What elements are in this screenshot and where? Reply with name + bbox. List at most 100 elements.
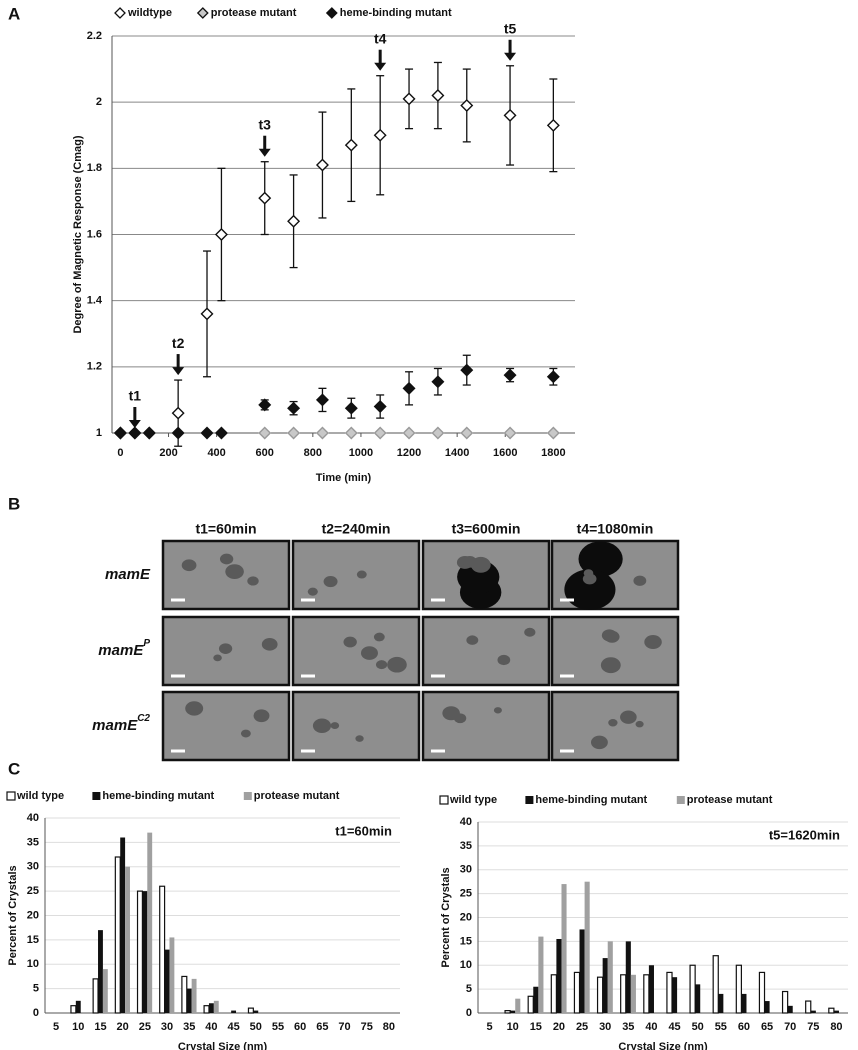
data-point: [373, 400, 387, 414]
bar: [607, 941, 613, 1013]
particle: [590, 735, 608, 750]
bar: [764, 1001, 770, 1013]
bar: [810, 1010, 816, 1013]
particle: [373, 632, 385, 642]
bar: [695, 984, 701, 1013]
data-point: [258, 398, 272, 412]
legend-swatch: [676, 796, 685, 804]
data-point: [315, 426, 329, 440]
arrow-head: [258, 148, 271, 157]
data-point: [258, 191, 272, 205]
bar: [630, 974, 636, 1013]
arrow-head: [172, 367, 185, 376]
data-point: [258, 426, 272, 440]
micrograph-bg: [550, 615, 680, 687]
annotation-arrow: [374, 49, 387, 71]
column-header: t2=240min: [322, 521, 391, 537]
legend-label: wild type: [16, 790, 64, 802]
legend-label: wild type: [449, 794, 497, 806]
data-point: [315, 393, 329, 407]
bar: [231, 1010, 237, 1013]
micrograph-bg: [291, 539, 421, 611]
data-point: [460, 98, 474, 112]
legend-swatch: [439, 795, 449, 805]
legend-label: heme-binding mutant: [535, 794, 647, 806]
particle: [635, 720, 644, 728]
x-tick-label: 400: [207, 447, 225, 459]
legend-label: heme-binding mutant: [102, 790, 214, 802]
row-label: mamEC2: [92, 713, 150, 734]
bar: [253, 1010, 259, 1013]
particle: [185, 701, 204, 716]
x-tick-label: 55: [715, 1021, 727, 1033]
y-tick-label: 1: [96, 427, 102, 439]
x-tick-label: 1600: [493, 447, 517, 459]
x-tick-label: 35: [183, 1021, 195, 1033]
bar: [147, 832, 153, 1013]
bar: [689, 964, 696, 1014]
particle: [253, 709, 270, 723]
micrograph: [291, 690, 421, 762]
particle: [356, 570, 367, 579]
row-name: mamE: [98, 642, 144, 659]
y-tick-label: 15: [27, 934, 39, 946]
y-tick-label: 2.2: [87, 30, 102, 42]
bar: [643, 974, 650, 1014]
legend-swatch: [525, 796, 534, 804]
bar: [533, 986, 539, 1013]
bar: [833, 1010, 839, 1013]
data-point: [200, 426, 214, 440]
y-tick-label: 35: [460, 840, 472, 852]
particle: [330, 722, 340, 730]
micrograph: [161, 615, 291, 687]
data-point: [373, 426, 387, 440]
annotation-label: t5: [504, 20, 517, 36]
data-point: [546, 118, 560, 132]
x-tick-label: 70: [338, 1021, 350, 1033]
row-superscript: P: [143, 638, 150, 649]
particle: [312, 718, 332, 734]
data-point: [344, 138, 358, 152]
particle: [524, 627, 536, 637]
annotation-arrow: [258, 135, 271, 157]
bar: [504, 1010, 511, 1014]
data-point: [402, 426, 416, 440]
bar: [602, 958, 608, 1013]
particle: [633, 575, 647, 586]
x-tick-label: 50: [250, 1021, 262, 1033]
y-tick-label: 0: [33, 1007, 39, 1019]
particle: [219, 553, 234, 565]
x-axis-label: Crystal Size (nm): [178, 1041, 268, 1050]
micrograph-bg: [161, 539, 291, 611]
x-axis-label: Time (min): [316, 472, 372, 484]
bar: [169, 937, 175, 1013]
x-tick-label: 65: [761, 1021, 773, 1033]
particle: [644, 635, 662, 650]
micrograph: [550, 690, 680, 762]
annotation-label: t1: [129, 388, 142, 404]
x-tick-label: 80: [830, 1021, 842, 1033]
legend-label: wildtype: [127, 7, 172, 19]
x-tick-label: 1200: [397, 447, 421, 459]
x-tick-label: 25: [139, 1021, 151, 1033]
micrograph-bg: [161, 615, 291, 687]
x-tick-label: 60: [738, 1021, 750, 1033]
row-name: mamE: [105, 566, 151, 583]
x-tick-label: 55: [272, 1021, 284, 1033]
bar: [191, 978, 197, 1013]
legend-label: protease mutant: [211, 7, 297, 19]
x-tick-label: 800: [304, 447, 322, 459]
particle: [213, 654, 222, 662]
bar: [781, 990, 789, 1014]
x-tick-label: 75: [361, 1021, 373, 1033]
panel-label: A: [8, 4, 20, 23]
particle: [600, 657, 621, 674]
data-point: [503, 426, 517, 440]
bar: [741, 993, 747, 1013]
legend-label: heme-binding mutant: [340, 7, 452, 19]
bar: [579, 929, 585, 1013]
legend-swatch: [92, 792, 101, 800]
particle: [564, 569, 616, 611]
bar: [213, 1000, 219, 1013]
x-tick-label: 60: [294, 1021, 306, 1033]
